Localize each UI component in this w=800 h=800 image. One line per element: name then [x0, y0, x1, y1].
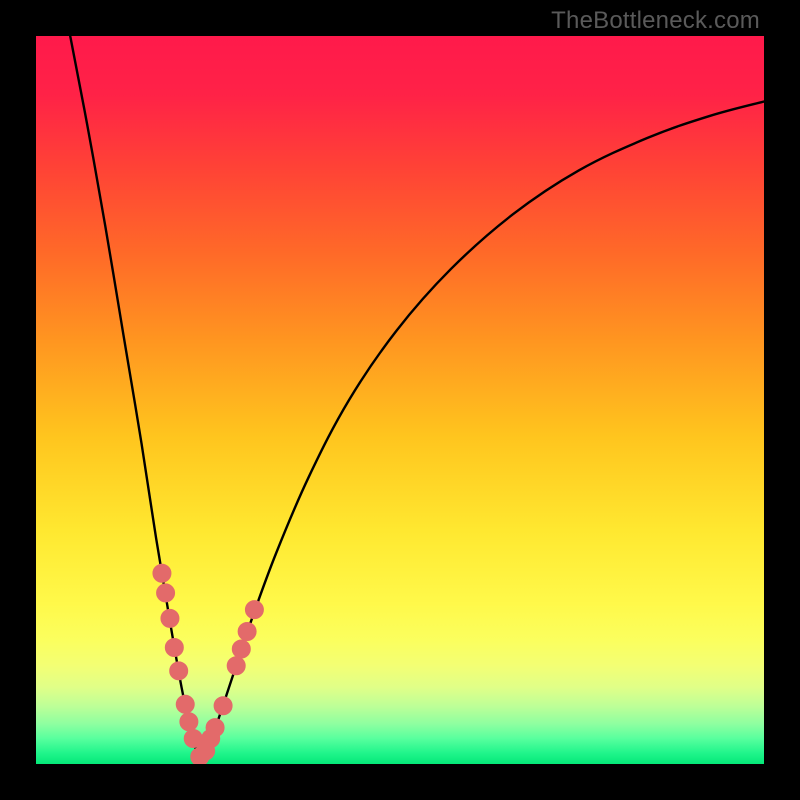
data-marker: [176, 695, 194, 713]
watermark-text: TheBottleneck.com: [551, 7, 760, 35]
data-markers: [153, 564, 263, 764]
data-marker: [232, 640, 250, 658]
plot-area: [36, 36, 764, 764]
data-marker: [165, 639, 183, 657]
data-marker: [153, 564, 171, 582]
curve-right-branch: [200, 102, 764, 764]
data-marker: [214, 697, 232, 715]
data-marker: [170, 662, 188, 680]
data-marker: [245, 601, 263, 619]
bottleneck-curve: [36, 36, 764, 764]
chart-container: TheBottleneck.com: [0, 0, 800, 800]
data-marker: [180, 713, 198, 731]
data-marker: [157, 584, 175, 602]
data-marker: [238, 623, 256, 641]
data-marker: [206, 719, 224, 737]
data-marker: [227, 657, 245, 675]
data-marker: [161, 609, 179, 627]
